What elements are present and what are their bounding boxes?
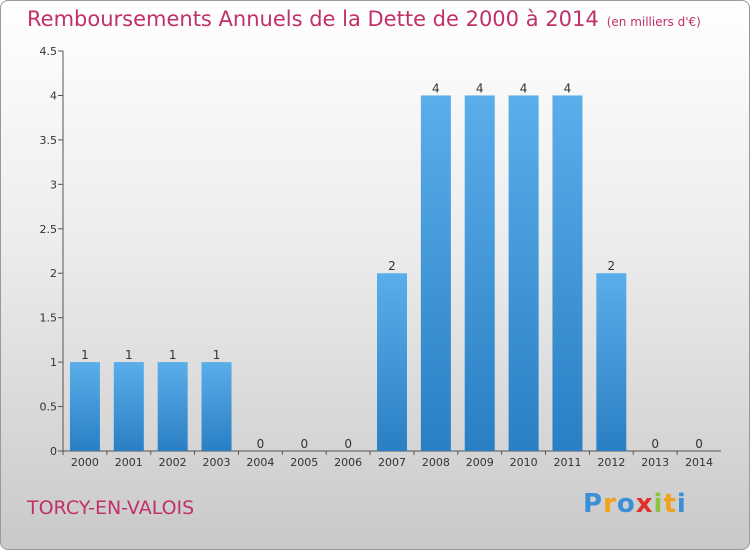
- bar-value-label: 0: [257, 437, 265, 451]
- bar: [377, 273, 407, 451]
- logo-letter: i: [653, 489, 664, 519]
- bar-value-label: 0: [300, 437, 308, 451]
- y-tick-label: 1: [50, 356, 57, 369]
- x-tick-label: 2012: [597, 456, 625, 469]
- y-tick-label: 3: [50, 178, 57, 191]
- bar-value-label: 2: [388, 259, 396, 273]
- y-tick-label: 4.5: [40, 45, 58, 58]
- x-tick-label: 2003: [203, 456, 231, 469]
- x-tick-label: 2002: [159, 456, 187, 469]
- bar: [552, 95, 583, 451]
- x-tick-label: 2011: [553, 456, 581, 469]
- x-tick-label: 2009: [466, 456, 494, 469]
- x-tick-label: 2007: [378, 456, 406, 469]
- x-tick-label: 2013: [641, 456, 669, 469]
- bar: [508, 95, 539, 451]
- logo-letter: i: [676, 489, 687, 519]
- bar: [113, 362, 144, 451]
- y-tick-label: 1.5: [40, 312, 58, 325]
- bar: [596, 273, 627, 451]
- y-tick-label: 0: [50, 445, 57, 458]
- x-tick-label: 2001: [115, 456, 143, 469]
- x-tick-label: 2000: [71, 456, 99, 469]
- bar-value-label: 1: [81, 348, 89, 362]
- chart-title: Remboursements Annuels de la Dette de 20…: [27, 7, 701, 31]
- bar: [464, 95, 495, 451]
- y-tick-label: 3.5: [40, 134, 58, 147]
- logo-letter: t: [663, 489, 677, 519]
- logo-letter: P: [583, 489, 604, 519]
- x-tick-label: 2014: [685, 456, 713, 469]
- x-tick-label: 2008: [422, 456, 450, 469]
- proxiti-logo: Proxiti: [583, 489, 687, 519]
- bar-value-label: 1: [213, 348, 221, 362]
- bar-value-label: 4: [432, 81, 440, 95]
- logo-letter: o: [616, 489, 636, 519]
- x-tick-label: 2005: [290, 456, 318, 469]
- bar-value-label: 1: [125, 348, 133, 362]
- commune-name: TORCY-EN-VALOIS: [27, 497, 195, 519]
- bar-value-label: 2: [608, 259, 616, 273]
- bar-value-label: 4: [564, 81, 572, 95]
- bar: [69, 362, 100, 451]
- bar-value-label: 0: [695, 437, 703, 451]
- bar-value-label: 1: [169, 348, 177, 362]
- bar: [420, 95, 451, 451]
- bar-value-label: 4: [476, 81, 484, 95]
- y-tick-label: 0.5: [40, 401, 58, 414]
- bar-value-label: 0: [344, 437, 352, 451]
- x-tick-label: 2006: [334, 456, 362, 469]
- bar-value-label: 4: [520, 81, 528, 95]
- x-tick-label: 2010: [510, 456, 538, 469]
- logo-letter: x: [635, 489, 654, 519]
- x-tick-label: 2004: [246, 456, 274, 469]
- y-tick-label: 4: [50, 89, 57, 102]
- y-tick-label: 2.5: [40, 223, 58, 236]
- bar: [157, 362, 188, 451]
- title-text: Remboursements Annuels de la Dette de 20…: [27, 7, 599, 31]
- bar: [201, 362, 232, 451]
- logo-letter: r: [603, 489, 617, 519]
- y-tick-label: 2: [50, 267, 57, 280]
- unit-text: (en milliers d'€): [606, 15, 701, 29]
- bar-value-label: 0: [651, 437, 659, 451]
